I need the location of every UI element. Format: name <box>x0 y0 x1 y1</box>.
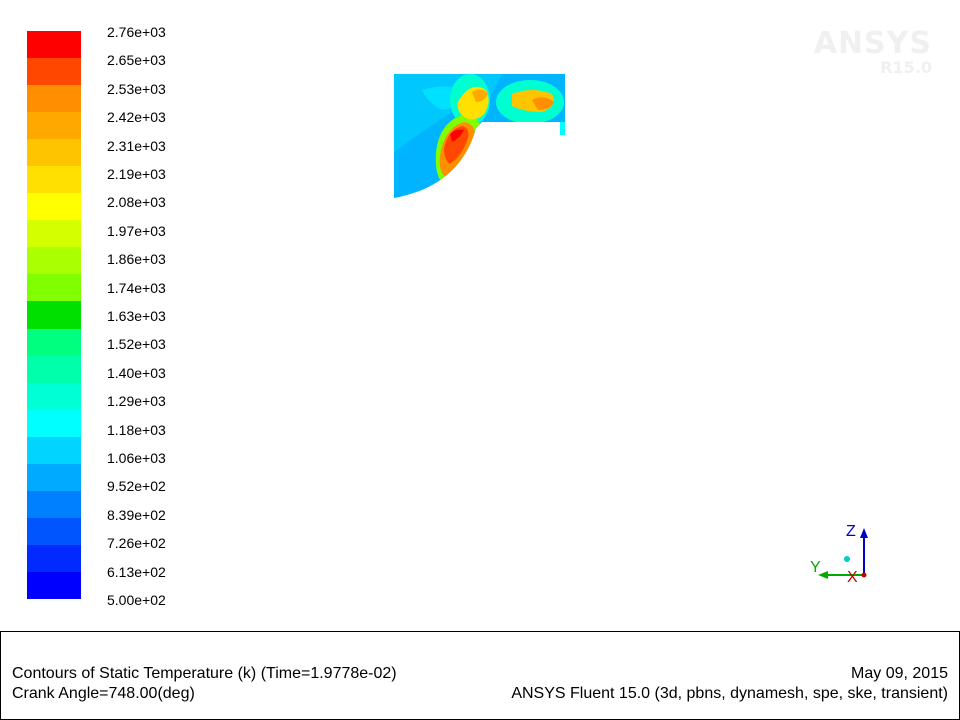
caption-panel: Contours of Static Temperature (k) (Time… <box>0 631 960 720</box>
colorbar-tick-label: 1.63e+03 <box>107 308 166 324</box>
colorbar-swatch <box>27 193 81 221</box>
y-axis-arrow <box>818 571 828 579</box>
colorbar-swatch <box>27 436 81 465</box>
colorbar-tick-label: 1.40e+03 <box>107 364 166 381</box>
watermark-brand: ANSYS <box>813 26 932 61</box>
colorbar-tick-label: 1.97e+03 <box>107 222 166 239</box>
colorbar-tick-label: 2.08e+03 <box>107 194 166 211</box>
colorbar-swatch <box>27 274 81 302</box>
colorbar-tick-label: 6.13e+02 <box>107 563 166 580</box>
contour-field <box>394 74 565 198</box>
colorbar-swatch <box>27 355 81 384</box>
colorbar-tick-label: 8.39e+02 <box>107 506 166 523</box>
colorbar-swatch <box>27 328 81 357</box>
colorbar-swatch <box>27 382 81 411</box>
y-axis-label: Y <box>810 559 821 576</box>
colorbar-swatch <box>27 517 81 546</box>
colorbar-tick-label: 1.74e+03 <box>107 279 166 296</box>
inlet-strip <box>560 122 565 135</box>
colorbar-tick-label: 9.52e+02 <box>107 478 166 495</box>
colorbar-tick-label: 1.06e+03 <box>107 450 166 466</box>
caption-date: May 09, 2015 <box>851 665 948 682</box>
colorbar-tick-label: 7.26e+02 <box>107 535 166 552</box>
colorbar-tick-label: 1.52e+03 <box>107 336 166 353</box>
crank-angle: Crank Angle=748.00(deg) <box>12 685 195 702</box>
colorbar-swatch <box>27 490 81 519</box>
axis-triad: Z Y X <box>810 523 868 586</box>
colorbar-tick-label: 2.65e+03 <box>107 52 166 69</box>
z-axis-label: Z <box>846 523 856 540</box>
colorbar-swatch <box>27 571 81 600</box>
colorbar-tick-label: 2.19e+03 <box>107 166 166 182</box>
colorbar-swatch <box>27 166 81 194</box>
ansys-watermark: ANSYS R15.0 <box>814 28 932 76</box>
colorbar-tick-label: 1.18e+03 <box>107 421 166 438</box>
colorbar-tick-label: 1.29e+03 <box>107 393 166 410</box>
colorbar-swatch <box>27 544 81 573</box>
colorbar-swatch <box>27 31 81 59</box>
colorbar-tick-label: 2.42e+03 <box>107 109 166 126</box>
colorbar-swatch <box>27 139 81 167</box>
colorbar-swatch <box>27 220 81 248</box>
colorbar-tick-label: 5.00e+02 <box>107 592 166 608</box>
colorbar-swatch <box>27 301 81 330</box>
temperature-contour-plot[interactable] <box>392 72 572 202</box>
colorbar-swatch <box>27 247 81 275</box>
colorbar-swatch <box>27 463 81 492</box>
temperature-colorbar <box>27 31 81 600</box>
colorbar-tick-label: 1.86e+03 <box>107 251 166 268</box>
colorbar-tick-label: 2.53e+03 <box>107 80 166 97</box>
colorbar-tick-label: 2.31e+03 <box>107 137 166 154</box>
solver-info: ANSYS Fluent 15.0 (3d, pbns, dynamesh, s… <box>511 685 948 702</box>
x-axis-origin <box>861 572 867 578</box>
view-point-dot <box>844 556 850 562</box>
colorbar-swatch <box>27 409 81 438</box>
contour-title: Contours of Static Temperature (k) (Time… <box>12 665 397 682</box>
colorbar-swatch <box>27 85 81 113</box>
z-axis-arrow <box>860 528 868 538</box>
x-axis-label: X <box>847 569 858 586</box>
watermark-version: R15.0 <box>880 58 932 77</box>
colorbar-tick-label: 2.76e+03 <box>107 24 166 40</box>
colorbar-swatch <box>27 112 81 140</box>
colorbar-swatch <box>27 58 81 86</box>
